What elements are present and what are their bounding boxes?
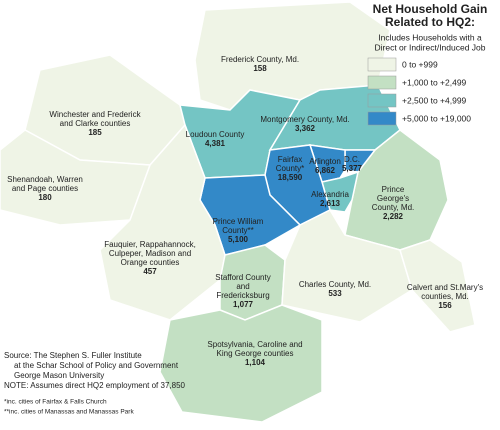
legend-label: 0 to +999 (402, 59, 438, 69)
region (399, 239, 476, 333)
region-name: County** (222, 226, 254, 235)
legend-label: +5,000 to +19,000 (402, 113, 471, 123)
region-name: Shenandoah, Warren (7, 175, 83, 184)
region-name: and Clarke counties (60, 119, 131, 128)
region-name: Winchester and Frederick (49, 110, 141, 119)
region (159, 304, 323, 423)
source: George Mason University (14, 371, 104, 380)
region-name: Prince William (213, 217, 264, 226)
region-name: Fairfax (278, 155, 302, 164)
region-value: 4,381 (205, 139, 226, 148)
source: Source: The Stephen S. Fuller Institute (4, 351, 142, 360)
region-name: and (236, 282, 249, 291)
region-value: 6,862 (315, 166, 336, 175)
source: at the Schar School of Policy and Govern… (14, 361, 179, 370)
region-name: Fauquier, Rappahannock, (104, 240, 196, 249)
legend-title: Related to HQ2: (385, 15, 475, 29)
region-name: Orange counties (121, 258, 180, 267)
region-value: 18,590 (278, 173, 303, 182)
region-name: King George counties (217, 349, 294, 358)
region-value: 1,077 (233, 300, 254, 309)
legend-label: +1,000 to +2,499 (402, 77, 467, 87)
footnote: **inc. cities of Manassas and Manassas P… (4, 409, 134, 416)
legend-title: Net Household Gain (373, 2, 488, 16)
region-name: Montgomery County, Md. (260, 115, 349, 124)
region-value: 533 (328, 289, 342, 298)
region-name: Frederick County, Md. (221, 55, 299, 64)
legend-swatch (367, 57, 397, 72)
source: NOTE: Assumes direct HQ2 employment of 3… (4, 381, 186, 390)
region-name: Fredericksburg (216, 291, 269, 300)
region-name: and Page counties (12, 184, 78, 193)
region-name: D.C. (344, 155, 360, 164)
region-value: 158 (253, 64, 267, 73)
region-value: 156 (438, 301, 452, 310)
region-name: Arlington (309, 157, 341, 166)
region-name: County* (276, 164, 304, 173)
region-name: Calvert and St.Mary's (407, 283, 483, 292)
region-name: Loudoun County (186, 130, 245, 139)
region-value: 5,377 (342, 164, 363, 173)
legend-subtitle: Includes Households with a (378, 32, 482, 42)
regions (0, 1, 476, 423)
region-value: 185 (88, 128, 102, 137)
region-value: 457 (143, 267, 157, 276)
region-value: 2,613 (320, 199, 341, 208)
footnote: *inc. cities of Fairfax & Falls Church (4, 399, 107, 406)
region-name: Prince (382, 185, 405, 194)
region-name: Alexandria (311, 190, 349, 199)
legend-swatch (367, 93, 397, 108)
legend-subtitle: Direct or Indirect/Induced Job (374, 42, 485, 52)
region-value: 180 (38, 193, 52, 202)
region-name: counties, Md. (421, 292, 469, 301)
region-value: 2,282 (383, 212, 404, 221)
region-name: Stafford County (215, 273, 270, 282)
region-value: 5,100 (228, 235, 249, 244)
region-name: Charles County, Md. (299, 280, 371, 289)
legend-label: +2,500 to +4,999 (402, 95, 467, 105)
region-name: Culpeper, Madison and (109, 249, 191, 258)
region-value: 3,362 (295, 124, 316, 133)
region-name: County, Md. (372, 203, 415, 212)
region-name: George's (377, 194, 409, 203)
region-value: 1,104 (245, 358, 266, 367)
legend-swatch (367, 111, 397, 126)
legend-swatch (367, 75, 397, 90)
region-name: Spotsylvania, Caroline and (207, 340, 302, 349)
